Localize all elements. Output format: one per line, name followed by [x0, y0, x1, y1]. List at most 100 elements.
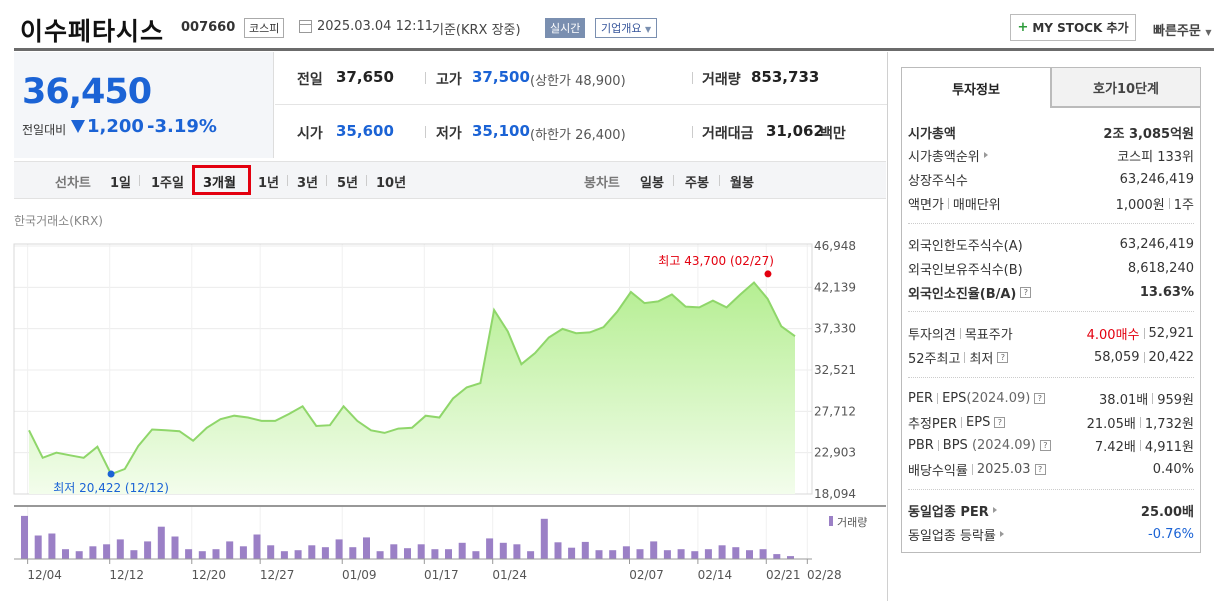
volume-bar	[787, 556, 794, 559]
tab-investment-info[interactable]: 투자정보	[901, 67, 1051, 108]
help-icon[interactable]: ?	[994, 416, 1006, 428]
per-period: (2024.09)	[966, 390, 1031, 406]
add-mystock-label: MY STOCK 추가	[1032, 21, 1129, 35]
down-arrow-icon	[71, 120, 85, 133]
volume-bar	[650, 541, 658, 559]
est-eps-value: 1,732원	[1144, 416, 1194, 432]
divider	[287, 175, 288, 186]
candle-monthly[interactable]: 월봉	[730, 176, 754, 191]
volume-bar	[157, 526, 165, 559]
foreign-limit-value: 63,246,419	[1119, 236, 1194, 252]
divider	[673, 175, 674, 186]
amount-value: 31,062	[766, 122, 824, 140]
volume-bar	[335, 539, 343, 559]
volume-bar	[513, 544, 521, 559]
bps-label: BPS	[942, 437, 968, 453]
divider	[326, 175, 327, 186]
shares-label: 상장주식수	[908, 173, 968, 189]
volume-bar	[103, 544, 111, 559]
quick-order-button[interactable]: 빠른주문 ▼	[1153, 20, 1212, 39]
price-chart[interactable]: 46,948 42,139 37,330 32,521 27,712 22,903 18,0…	[0, 0, 890, 601]
opinion-value: 4.00매수	[1086, 327, 1140, 343]
volume-bar	[253, 534, 261, 559]
target-value: 52,921	[1148, 325, 1195, 341]
face-label: 액면가	[908, 197, 944, 213]
line-chart-label: 선차트	[55, 176, 91, 191]
period-1w[interactable]: 1주일	[151, 176, 184, 191]
period-3m[interactable]: 3개월	[203, 176, 236, 191]
unit-label: 매매단위	[952, 197, 1001, 213]
divider	[425, 126, 426, 138]
help-icon[interactable]: ?	[1034, 463, 1046, 475]
period-1d[interactable]: 1일	[110, 176, 132, 191]
opinion-label: 투자의견	[908, 327, 956, 343]
add-mystock-button[interactable]: + MY STOCK 추가	[1010, 14, 1136, 41]
lower-limit: (하한가 26,400)	[530, 128, 626, 143]
candle-weekly[interactable]: 주봉	[685, 176, 709, 191]
x-tick-label: 12/12	[109, 568, 144, 582]
y-tick-label: 46,948	[814, 239, 856, 253]
divider	[908, 377, 1194, 378]
price-area	[29, 282, 795, 494]
period-3y[interactable]: 3년	[297, 176, 319, 191]
period-5y[interactable]: 5년	[337, 176, 359, 191]
sector-per-row: 동일업종 PER 25.00배	[908, 500, 1194, 520]
market-cap-rank-label[interactable]: 시가총액순위	[908, 149, 980, 165]
divider	[908, 223, 1194, 224]
help-icon[interactable]: ?	[1034, 392, 1046, 404]
market-cap-row: 시가총액 2조 3,085억원	[908, 122, 1194, 142]
selected-period-highlight	[192, 165, 251, 195]
volume-bar	[144, 541, 152, 559]
volume-bar	[198, 551, 206, 559]
sector-change-label[interactable]: 동일업종 등락률	[908, 528, 996, 544]
realtime-badge[interactable]: 실시간	[545, 18, 586, 38]
sector-change-row: 동일업종 등락률 -0.76%	[908, 524, 1194, 544]
x-tick-label: 12/20	[191, 568, 226, 582]
amount-label: 거래대금	[702, 126, 754, 142]
volume-bar	[21, 515, 28, 559]
y-tick-label: 42,139	[814, 280, 856, 294]
dividend-value: 0.40%	[1152, 461, 1194, 477]
volume-bar	[609, 550, 617, 559]
volume-bar	[759, 549, 767, 559]
foreign-hold-label: 외국인보유주식수(B)	[908, 262, 1023, 278]
tab-orderbook[interactable]: 호가10단계	[1051, 67, 1201, 107]
period-10y[interactable]: 10년	[376, 176, 407, 191]
volume-bar	[636, 549, 644, 559]
volume-bar	[540, 518, 548, 559]
face-unit-row: 액면가 매매단위 1,000원 1주	[908, 193, 1194, 213]
volume-bar	[622, 546, 630, 559]
volume-bar	[62, 549, 69, 559]
bps-value: 4,911원	[1144, 439, 1194, 455]
open-label: 시가	[297, 126, 323, 142]
unit-value: 1주	[1173, 197, 1194, 213]
x-tick-label: 02/07	[629, 568, 664, 582]
company-overview-dropdown[interactable]: 기업개요 ▼	[595, 18, 658, 38]
prev-close-value: 37,650	[336, 68, 394, 86]
help-icon[interactable]: ?	[1039, 439, 1051, 451]
help-icon[interactable]: ?	[997, 351, 1009, 363]
volume-label: 거래량	[702, 72, 741, 88]
caret-right-icon	[983, 152, 988, 158]
volume-bar	[732, 547, 740, 559]
volume-bar	[75, 551, 83, 559]
help-icon[interactable]: ?	[1020, 286, 1032, 298]
open-value: 35,600	[336, 122, 394, 140]
dividend-period: 2025.03	[976, 461, 1031, 477]
upper-limit: (상한가 48,900)	[530, 74, 626, 89]
x-tick-label: 12/04	[27, 568, 62, 582]
sector-per-label[interactable]: 동일업종 PER	[908, 504, 989, 520]
divider	[908, 489, 1194, 490]
x-tick-label: 12/27	[260, 568, 295, 582]
y-tick-label: 32,521	[814, 363, 856, 377]
candle-daily[interactable]: 일봉	[640, 176, 664, 191]
market-badge: 코스피	[244, 18, 285, 38]
sector-per-value: 25.00배	[1140, 504, 1194, 520]
period-1y[interactable]: 1년	[258, 176, 280, 191]
calendar-icon	[299, 20, 312, 33]
foreign-ratio-label: 외국인소진율(B/A)	[908, 286, 1017, 302]
price-summary-box	[14, 52, 274, 158]
quick-order-label: 빠른주문	[1153, 24, 1201, 39]
volume-bar	[212, 549, 220, 559]
chevron-down-icon: ▼	[1205, 28, 1212, 37]
